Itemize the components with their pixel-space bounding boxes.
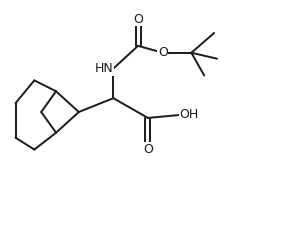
- Text: OH: OH: [180, 108, 199, 122]
- Text: O: O: [143, 143, 153, 156]
- Text: O: O: [158, 46, 168, 59]
- Text: HN: HN: [94, 62, 113, 75]
- Text: O: O: [133, 13, 143, 26]
